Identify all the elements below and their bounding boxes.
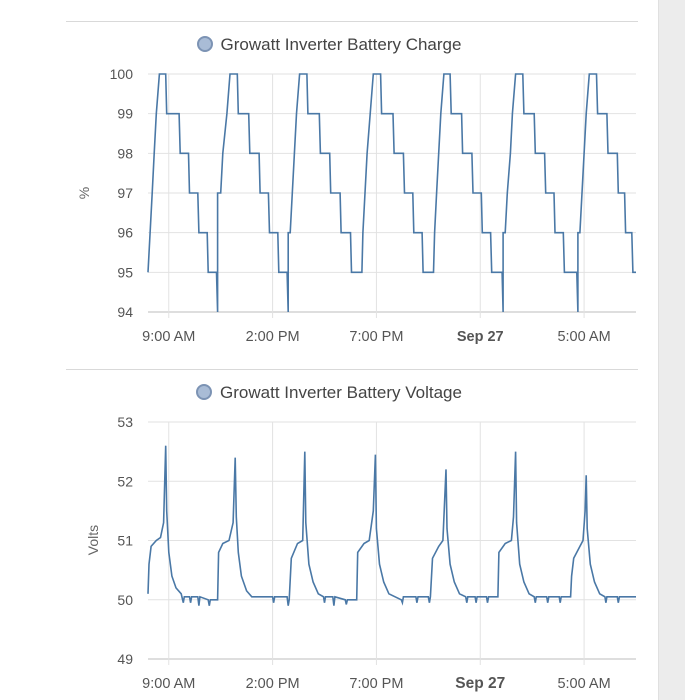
series-line (147, 73, 636, 313)
y-tick-label: 94 (117, 304, 133, 320)
x-tick-label: 2:00 PM (246, 676, 300, 692)
y-tick-label: 99 (117, 106, 133, 122)
y-tick-label: 49 (117, 651, 133, 667)
y-tick-label: 51 (117, 533, 133, 549)
legend-label: Growatt Inverter Battery Voltage (220, 383, 462, 402)
y-tick-label: 98 (117, 145, 133, 161)
y-axis-label: Volts (85, 525, 101, 555)
x-tick-label: 5:00 AM (557, 676, 610, 692)
series-line (147, 445, 636, 606)
x-tick-label: 2:00 PM (246, 329, 300, 345)
battery-voltage-chart[interactable]: 49 50 51 52 53 9:00 AM 2:00 PM 7:00 PM Sep 27 5:0… (0, 369, 658, 700)
y-tick-label: 50 (117, 592, 133, 608)
divider (66, 21, 638, 22)
battery-charge-chart-block: Growatt Inverter Battery Charge 94 95 96 97… (0, 21, 658, 370)
x-tick-label: 9:00 AM (142, 676, 195, 692)
y-tick-label: 53 (117, 414, 133, 430)
divider (66, 369, 638, 370)
battery-charge-chart[interactable]: 94 95 96 97 98 99 100 9:00 AM 2:00 PM 7:00 PM Sep … (0, 21, 658, 370)
y-tick-label: 96 (117, 225, 133, 241)
x-tick-label: 7:00 PM (349, 329, 403, 345)
legend[interactable]: Growatt Inverter Battery Voltage (0, 383, 658, 403)
y-axis-label: % (76, 187, 92, 199)
x-tick-label: 9:00 AM (142, 329, 195, 345)
legend-dot-icon (196, 384, 213, 400)
y-tick-label: 97 (117, 185, 133, 201)
x-tick-label: Sep 27 (455, 675, 505, 692)
y-tick-label: 100 (110, 66, 134, 82)
battery-voltage-chart-block: Growatt Inverter Battery Voltage 49 50 51 5… (0, 369, 658, 700)
y-tick-label: 52 (117, 473, 133, 489)
x-tick-label: 5:00 AM (557, 329, 610, 345)
dashboard-card: Growatt Inverter Battery Charge 94 95 96 97… (0, 0, 659, 700)
x-tick-label: Sep 27 (457, 329, 504, 345)
y-tick-label: 95 (117, 264, 133, 280)
legend-dot-icon (196, 36, 213, 52)
legend-label: Growatt Inverter Battery Charge (220, 35, 462, 54)
x-tick-label: 7:00 PM (349, 676, 403, 692)
legend[interactable]: Growatt Inverter Battery Charge (0, 35, 658, 55)
